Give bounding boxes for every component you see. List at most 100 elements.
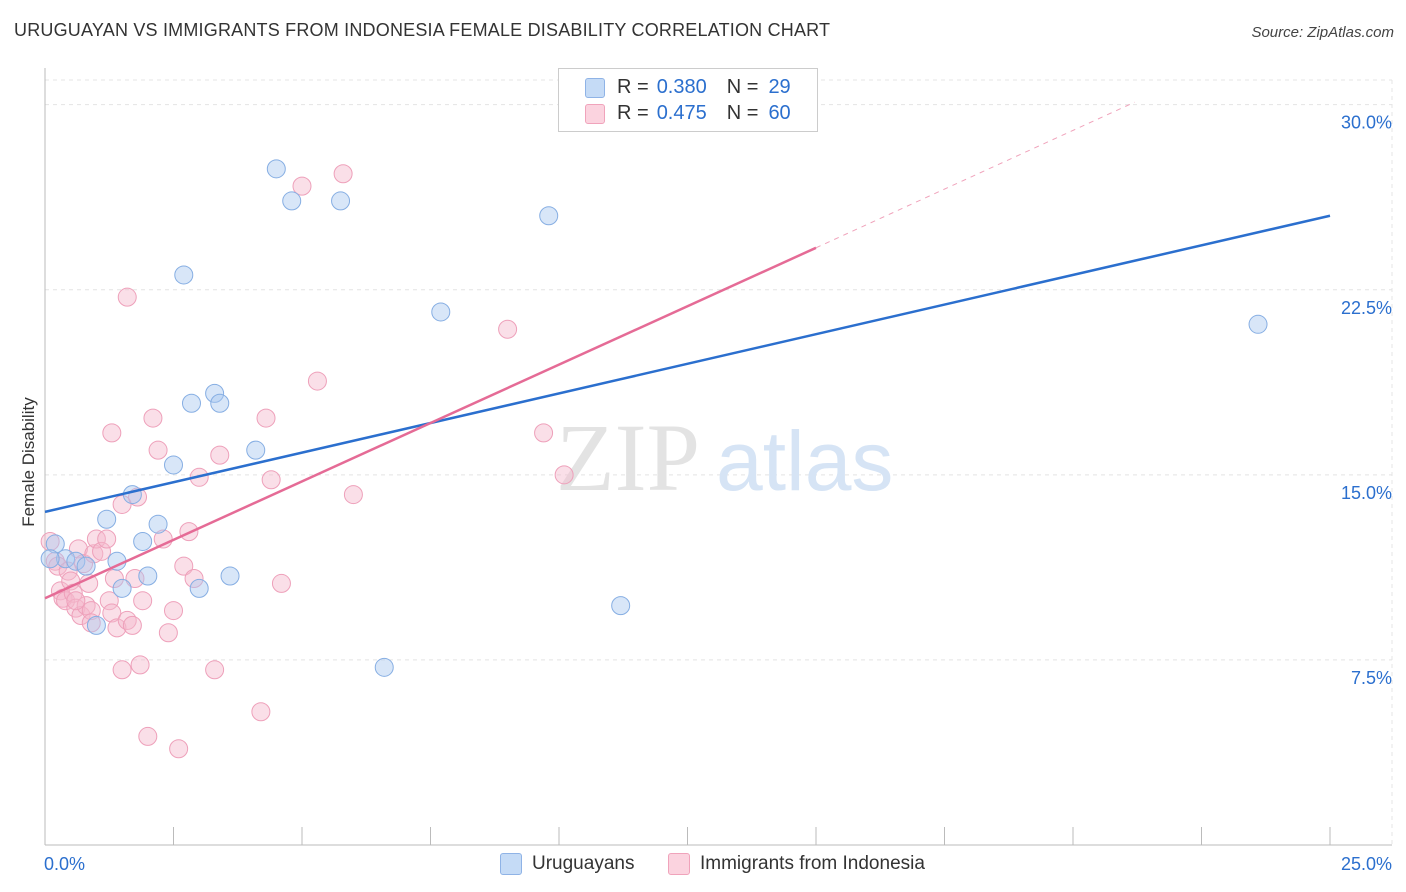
legend-r-label: R =	[617, 75, 649, 98]
legend-bottom-swatch-pink	[668, 853, 690, 875]
point-indonesia	[97, 529, 117, 549]
point-uruguayans	[164, 455, 183, 475]
point-uruguayans	[374, 657, 394, 677]
point-indonesia	[251, 702, 271, 722]
axis-labels: 7.5% 15.0% 22.5% 30.0% 0.0% 25.0% Female Disab…	[19, 113, 1392, 874]
legend-n-label: N =	[726, 75, 759, 98]
point-indonesia	[112, 660, 132, 680]
point-indonesia	[343, 485, 363, 505]
point-uruguayans	[181, 393, 201, 413]
point-indonesia	[66, 591, 86, 611]
point-uruguayans	[282, 191, 302, 211]
point-indonesia	[164, 601, 183, 621]
legend-swatch-blue	[585, 78, 605, 98]
point-uruguayans	[148, 514, 168, 534]
point-indonesia	[48, 556, 68, 576]
legend-n-label: N =	[726, 101, 759, 124]
series-indonesia-points	[40, 164, 574, 759]
source-credit: Source: ZipAtlas.com	[1251, 24, 1394, 41]
point-indonesia	[174, 556, 194, 576]
point-indonesia	[498, 319, 518, 339]
legend-item-uruguayans: Uruguayans	[500, 850, 634, 878]
legend-row-uruguayans: R = 0.380 N = 29	[585, 74, 791, 100]
point-uruguayans	[86, 615, 106, 635]
point-uruguayans	[611, 596, 631, 616]
point-indonesia	[554, 465, 574, 485]
y-tick-label: 30.0%	[1341, 113, 1392, 133]
point-indonesia	[74, 554, 94, 574]
point-indonesia	[102, 423, 122, 443]
point-uruguayans	[205, 383, 225, 403]
point-indonesia	[138, 726, 158, 746]
watermark-atlas: atlas	[716, 414, 893, 508]
point-uruguayans	[122, 485, 142, 505]
y-axis-title: Female Disability	[19, 397, 38, 527]
point-indonesia	[169, 739, 189, 759]
point-uruguayans	[174, 265, 194, 285]
y-tick-label: 22.5%	[1341, 298, 1392, 318]
point-indonesia	[107, 618, 127, 638]
correlation-legend: R = 0.380 N = 29 R = 0.475 N = 60	[558, 68, 818, 132]
legend-n-value: 29	[768, 75, 791, 98]
point-uruguayans	[266, 159, 286, 179]
point-uruguayans	[133, 531, 153, 551]
point-indonesia	[158, 623, 178, 643]
legend-n-value: 60	[768, 101, 791, 124]
point-indonesia	[122, 615, 142, 635]
point-uruguayans	[246, 440, 266, 460]
point-indonesia	[261, 470, 281, 490]
legend-bottom-label: Uruguayans	[532, 853, 635, 874]
trend-lines	[44, 101, 1331, 600]
point-indonesia	[148, 440, 168, 460]
point-indonesia	[307, 371, 327, 391]
point-indonesia	[92, 541, 112, 561]
trend-indonesia-extension	[815, 101, 1135, 249]
point-indonesia	[68, 539, 88, 559]
point-indonesia	[102, 603, 122, 623]
point-uruguayans	[220, 566, 240, 586]
point-uruguayans	[210, 393, 230, 413]
point-indonesia	[256, 408, 276, 428]
axes	[44, 68, 1392, 846]
point-uruguayans	[66, 551, 86, 571]
point-uruguayans	[431, 302, 451, 322]
point-indonesia	[534, 423, 554, 443]
point-indonesia	[117, 287, 137, 307]
point-uruguayans	[331, 191, 351, 211]
point-indonesia	[133, 591, 153, 611]
y-tick-label: 15.0%	[1341, 483, 1392, 503]
trend-uruguayans	[44, 214, 1331, 514]
point-uruguayans	[138, 566, 158, 586]
point-indonesia	[143, 408, 163, 428]
point-indonesia	[84, 544, 104, 564]
point-indonesia	[292, 176, 312, 196]
point-uruguayans	[189, 578, 209, 598]
point-indonesia	[86, 529, 106, 549]
point-indonesia	[71, 606, 91, 625]
point-indonesia	[81, 613, 101, 633]
point-indonesia	[112, 494, 132, 514]
x-tick-label: 25.0%	[1341, 854, 1392, 874]
legend-swatch-pink	[585, 104, 605, 124]
point-indonesia	[184, 568, 204, 588]
point-indonesia	[40, 531, 60, 551]
point-indonesia	[99, 591, 119, 611]
legend-row-indonesia: R = 0.475 N = 60	[585, 100, 791, 126]
point-indonesia	[130, 655, 150, 675]
point-uruguayans	[76, 556, 96, 576]
legend-r-label: R =	[617, 101, 649, 124]
point-indonesia	[333, 164, 353, 184]
point-indonesia	[271, 573, 291, 593]
legend-bottom-swatch-blue	[500, 853, 522, 875]
point-uruguayans	[1248, 314, 1268, 334]
series-uruguayans-points	[40, 159, 1268, 677]
x-tick-label: 0.0%	[44, 854, 85, 874]
legend-bottom-label: Immigrants from Indonesia	[700, 853, 925, 874]
point-uruguayans	[112, 578, 132, 598]
watermark: ZIP atlas	[556, 404, 893, 511]
point-indonesia	[210, 445, 230, 465]
legend-r-value: 0.380	[656, 75, 707, 98]
legend-r-value: 0.475	[656, 101, 707, 124]
point-uruguayans	[40, 549, 60, 569]
